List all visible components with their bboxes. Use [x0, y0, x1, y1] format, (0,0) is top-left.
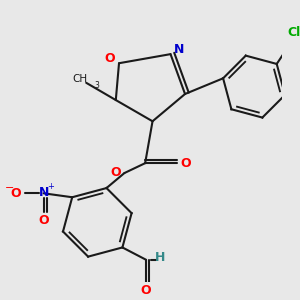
- Text: O: O: [105, 52, 116, 65]
- Text: O: O: [38, 214, 49, 227]
- Text: CH: CH: [73, 74, 88, 84]
- Text: O: O: [141, 284, 152, 297]
- Text: O: O: [181, 157, 191, 170]
- Text: H: H: [155, 251, 165, 264]
- Text: +: +: [47, 182, 54, 191]
- Text: O: O: [110, 166, 121, 178]
- Text: −: −: [4, 183, 14, 194]
- Text: N: N: [38, 186, 49, 199]
- Text: Cl: Cl: [287, 26, 300, 39]
- Text: N: N: [174, 43, 184, 56]
- Text: O: O: [11, 187, 21, 200]
- Text: 3: 3: [94, 81, 100, 90]
